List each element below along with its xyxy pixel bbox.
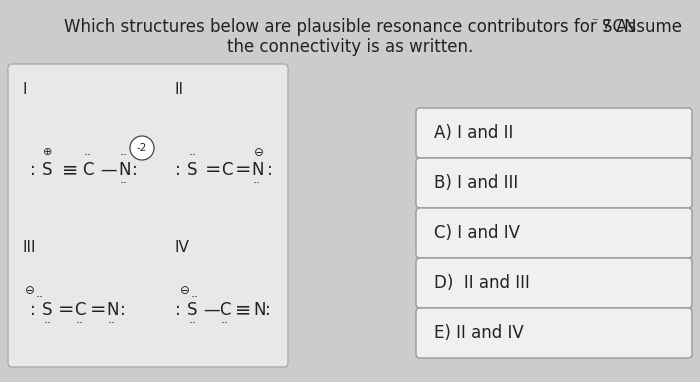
FancyBboxPatch shape xyxy=(416,258,692,308)
FancyBboxPatch shape xyxy=(416,308,692,358)
Text: :: : xyxy=(132,161,138,179)
Text: the connectivity is as written.: the connectivity is as written. xyxy=(227,38,473,56)
Text: D)  II and III: D) II and III xyxy=(434,274,530,292)
Text: ··: ·· xyxy=(221,317,229,330)
FancyBboxPatch shape xyxy=(416,208,692,258)
Text: :: : xyxy=(120,301,126,319)
Text: IV: IV xyxy=(175,240,190,255)
Text: ··: ·· xyxy=(76,317,84,330)
Text: S: S xyxy=(187,301,197,319)
Text: II: II xyxy=(175,82,184,97)
Text: S: S xyxy=(42,301,52,319)
Text: =: = xyxy=(58,301,74,319)
Text: ≡: ≡ xyxy=(235,301,251,319)
Text: =: = xyxy=(205,160,221,180)
Text: =: = xyxy=(235,160,251,180)
Text: C) I and IV: C) I and IV xyxy=(434,224,520,242)
Text: ··: ·· xyxy=(189,149,197,162)
Text: A) I and II: A) I and II xyxy=(434,124,513,142)
Text: ⊖: ⊖ xyxy=(25,283,35,296)
FancyBboxPatch shape xyxy=(8,64,288,367)
Text: C: C xyxy=(74,301,85,319)
Text: N: N xyxy=(106,301,118,319)
Text: S: S xyxy=(42,161,52,179)
Text: —: — xyxy=(203,301,220,319)
Text: ··: ·· xyxy=(84,149,92,162)
FancyBboxPatch shape xyxy=(416,158,692,208)
Circle shape xyxy=(130,136,154,160)
Text: ? Assume: ? Assume xyxy=(602,18,682,36)
Text: ··: ·· xyxy=(253,178,261,191)
Text: ··: ·· xyxy=(44,317,52,330)
Text: ··: ·· xyxy=(108,317,116,330)
Text: :: : xyxy=(30,301,36,319)
Text: -2: -2 xyxy=(136,143,147,153)
Text: —: — xyxy=(100,161,117,179)
Text: III: III xyxy=(22,240,36,255)
Text: C: C xyxy=(82,161,94,179)
Text: N: N xyxy=(118,161,130,179)
Text: :: : xyxy=(30,161,36,179)
Text: N: N xyxy=(251,161,263,179)
Text: ⁻: ⁻ xyxy=(591,16,598,29)
Text: :: : xyxy=(267,161,273,179)
Text: ··: ·· xyxy=(191,291,199,304)
Text: B) I and III: B) I and III xyxy=(434,174,518,192)
Text: ≡: ≡ xyxy=(62,160,78,180)
Text: ⊖: ⊖ xyxy=(254,146,264,159)
Text: =: = xyxy=(90,301,106,319)
Text: ··: ·· xyxy=(120,149,128,162)
Text: :: : xyxy=(265,301,271,319)
FancyBboxPatch shape xyxy=(416,108,692,158)
Text: ⊕: ⊕ xyxy=(43,147,52,157)
Text: S: S xyxy=(187,161,197,179)
Text: :: : xyxy=(175,301,181,319)
Text: C: C xyxy=(219,301,230,319)
Text: E) II and IV: E) II and IV xyxy=(434,324,524,342)
Text: :: : xyxy=(175,161,181,179)
Text: C: C xyxy=(221,161,232,179)
Text: I: I xyxy=(22,82,27,97)
Text: Which structures below are plausible resonance contributors for SCN: Which structures below are plausible res… xyxy=(64,18,636,36)
Text: N: N xyxy=(253,301,265,319)
Text: ··: ·· xyxy=(120,178,128,191)
Text: ⊖: ⊖ xyxy=(180,283,190,296)
Text: ··: ·· xyxy=(189,317,197,330)
Text: ··: ·· xyxy=(36,291,44,304)
